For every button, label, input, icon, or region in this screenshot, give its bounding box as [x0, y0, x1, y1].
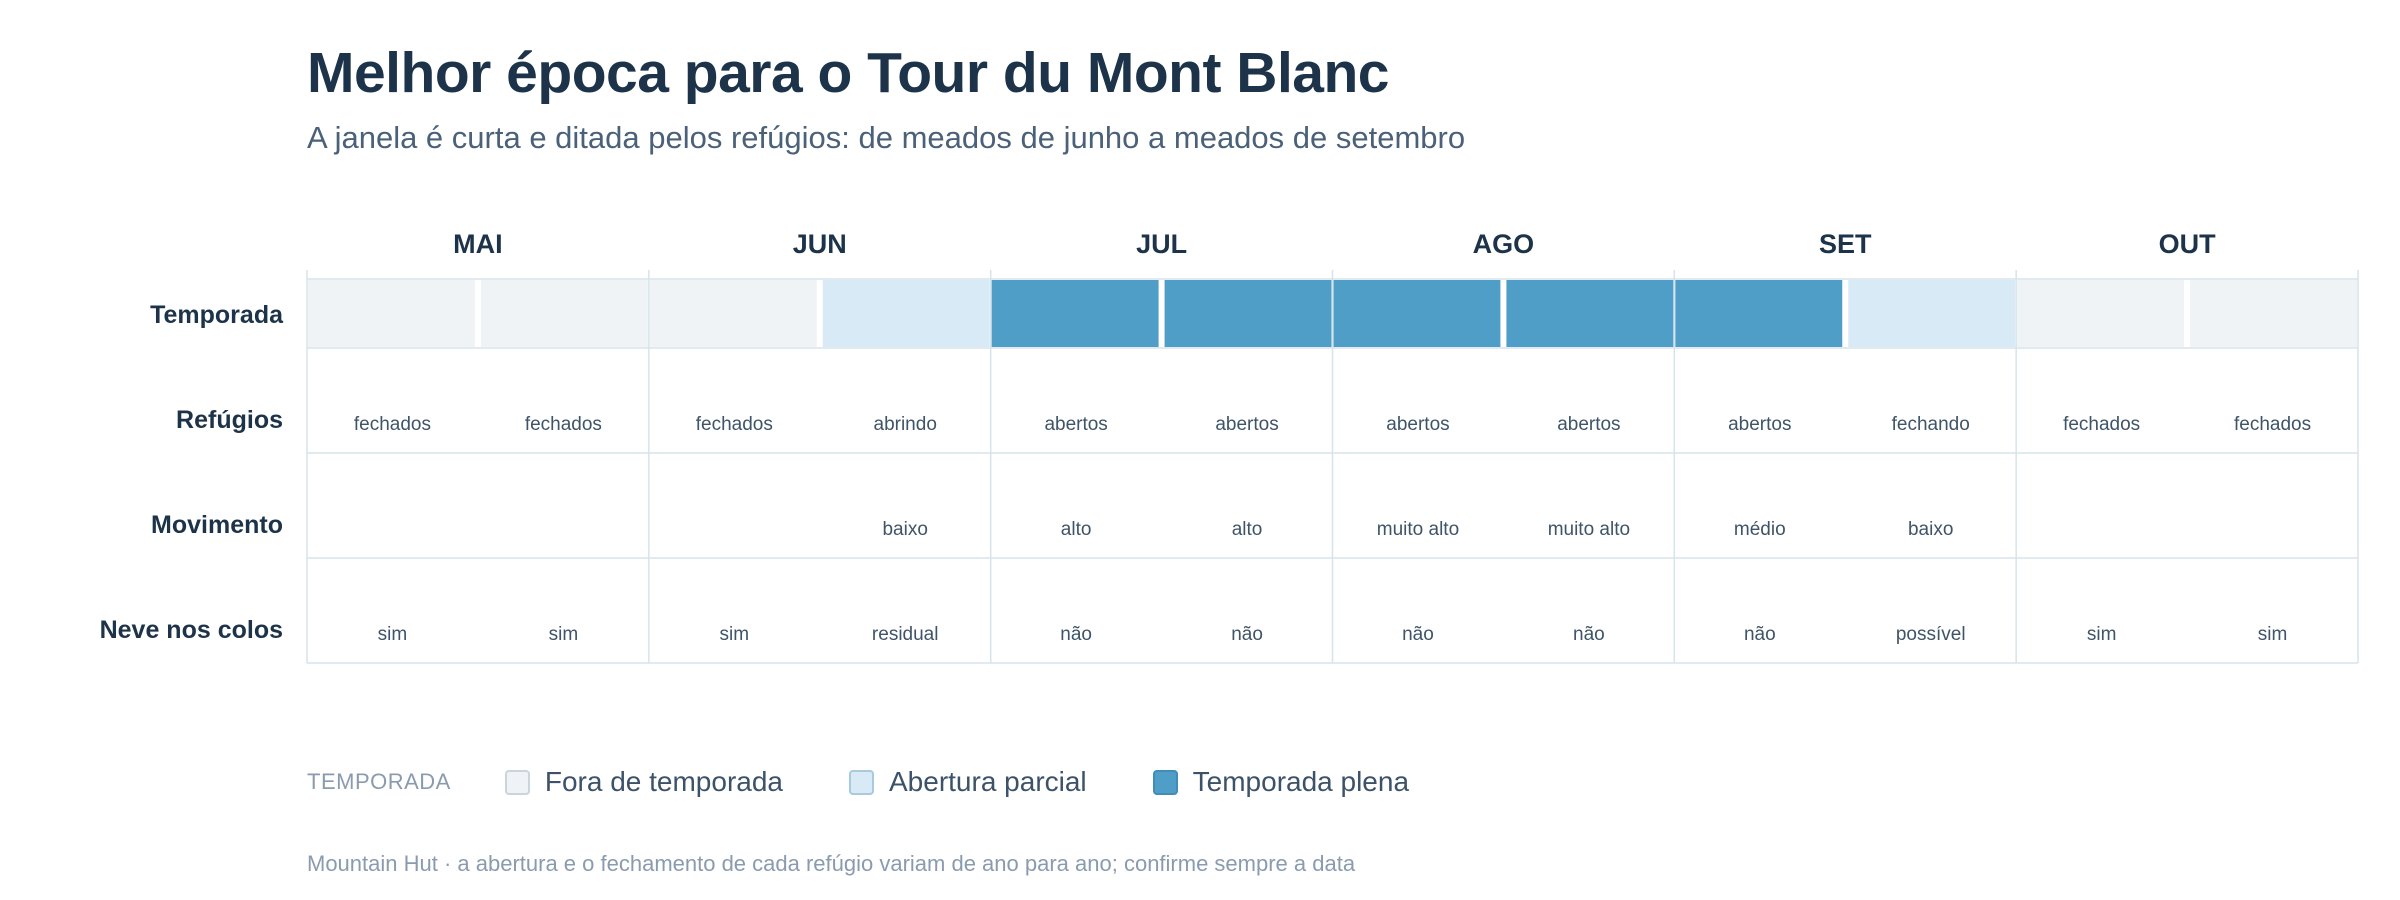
cell-huts: fechados — [696, 414, 773, 435]
season-cell — [1675, 280, 1843, 347]
row-label-huts: Refúgios — [176, 406, 283, 434]
season-cell — [649, 280, 817, 347]
season-cell — [1848, 280, 2016, 347]
legend-title: TEMPORADA — [307, 769, 451, 794]
season-cell — [991, 280, 1159, 347]
season-cell — [822, 280, 990, 347]
season-cell — [1506, 280, 1674, 347]
cell-huts: fechados — [525, 414, 602, 435]
legend-label-full: Temporada plena — [1192, 766, 1410, 797]
cell-snow: sim — [549, 624, 579, 645]
season-cell — [1164, 280, 1332, 347]
legend-swatch-off — [504, 769, 530, 795]
cell-snow: sim — [2087, 624, 2117, 645]
legend-label-partial: Abertura parcial — [889, 766, 1087, 797]
chart-subtitle: A janela é curta e ditada pelos refúgios… — [307, 120, 1466, 155]
cell-huts: fechando — [1892, 414, 1970, 435]
legend-swatch-partial — [849, 769, 874, 795]
legend-item-full: Temporada plena — [1152, 766, 1410, 798]
row-label-snow: Neve nos colos — [100, 616, 283, 644]
cell-huts: abertos — [1215, 414, 1278, 435]
cell-crowds: muito alto — [1548, 519, 1630, 540]
cell-huts: fechados — [2063, 414, 2140, 435]
season-cell — [308, 280, 475, 347]
month-label-ago: AGO — [1473, 229, 1535, 259]
cell-huts: abertos — [1728, 414, 1791, 435]
cell-crowds: alto — [1232, 519, 1263, 540]
cell-snow: residual — [872, 624, 939, 645]
legend-swatch-full — [1152, 769, 1178, 795]
month-label-jul: JUL — [1136, 229, 1187, 259]
season-cell — [1333, 280, 1501, 347]
cell-crowds: muito alto — [1377, 519, 1459, 540]
legend-label-off: Fora de temporada — [544, 766, 783, 797]
cell-snow: possível — [1896, 624, 1966, 645]
legend-item-partial: Abertura parcial — [849, 766, 1087, 798]
cell-snow: não — [1573, 624, 1605, 645]
month-label-jun: JUN — [793, 229, 847, 259]
cell-snow: sim — [2258, 624, 2288, 645]
cell-huts: abertos — [1044, 414, 1107, 435]
cell-snow: não — [1231, 624, 1263, 645]
cell-huts: abertos — [1557, 414, 1620, 435]
legend-item-off: Fora de temporada — [504, 766, 783, 798]
cell-huts: fechados — [2234, 414, 2311, 435]
row-label-season: Temporada — [150, 301, 284, 329]
cell-huts: abertos — [1386, 414, 1449, 435]
cell-snow: sim — [378, 624, 408, 645]
cell-snow: não — [1060, 624, 1092, 645]
month-label-mai: MAI — [453, 229, 503, 259]
cell-huts: abrindo — [874, 414, 937, 435]
legend: TEMPORADA Fora de temporada Abertura par… — [307, 766, 1475, 798]
footnote: Mountain Hut · a abertura e o fechamento… — [307, 851, 1356, 876]
month-label-out: OUT — [2159, 229, 2217, 259]
cell-crowds: alto — [1061, 519, 1092, 540]
season-cell — [480, 280, 648, 347]
cell-snow: não — [1744, 624, 1776, 645]
cell-snow: sim — [720, 624, 750, 645]
season-cell — [2017, 280, 2185, 347]
row-label-crowds: Movimento — [151, 511, 283, 539]
cell-crowds: baixo — [1908, 519, 1953, 540]
cell-crowds: médio — [1734, 519, 1786, 540]
cell-snow: não — [1402, 624, 1434, 645]
month-label-set: SET — [1819, 229, 1872, 259]
season-cell — [2190, 280, 2357, 347]
cell-crowds: baixo — [882, 519, 927, 540]
cell-huts: fechados — [354, 414, 431, 435]
chart-title: Melhor época para o Tour du Mont Blanc — [307, 41, 1390, 105]
